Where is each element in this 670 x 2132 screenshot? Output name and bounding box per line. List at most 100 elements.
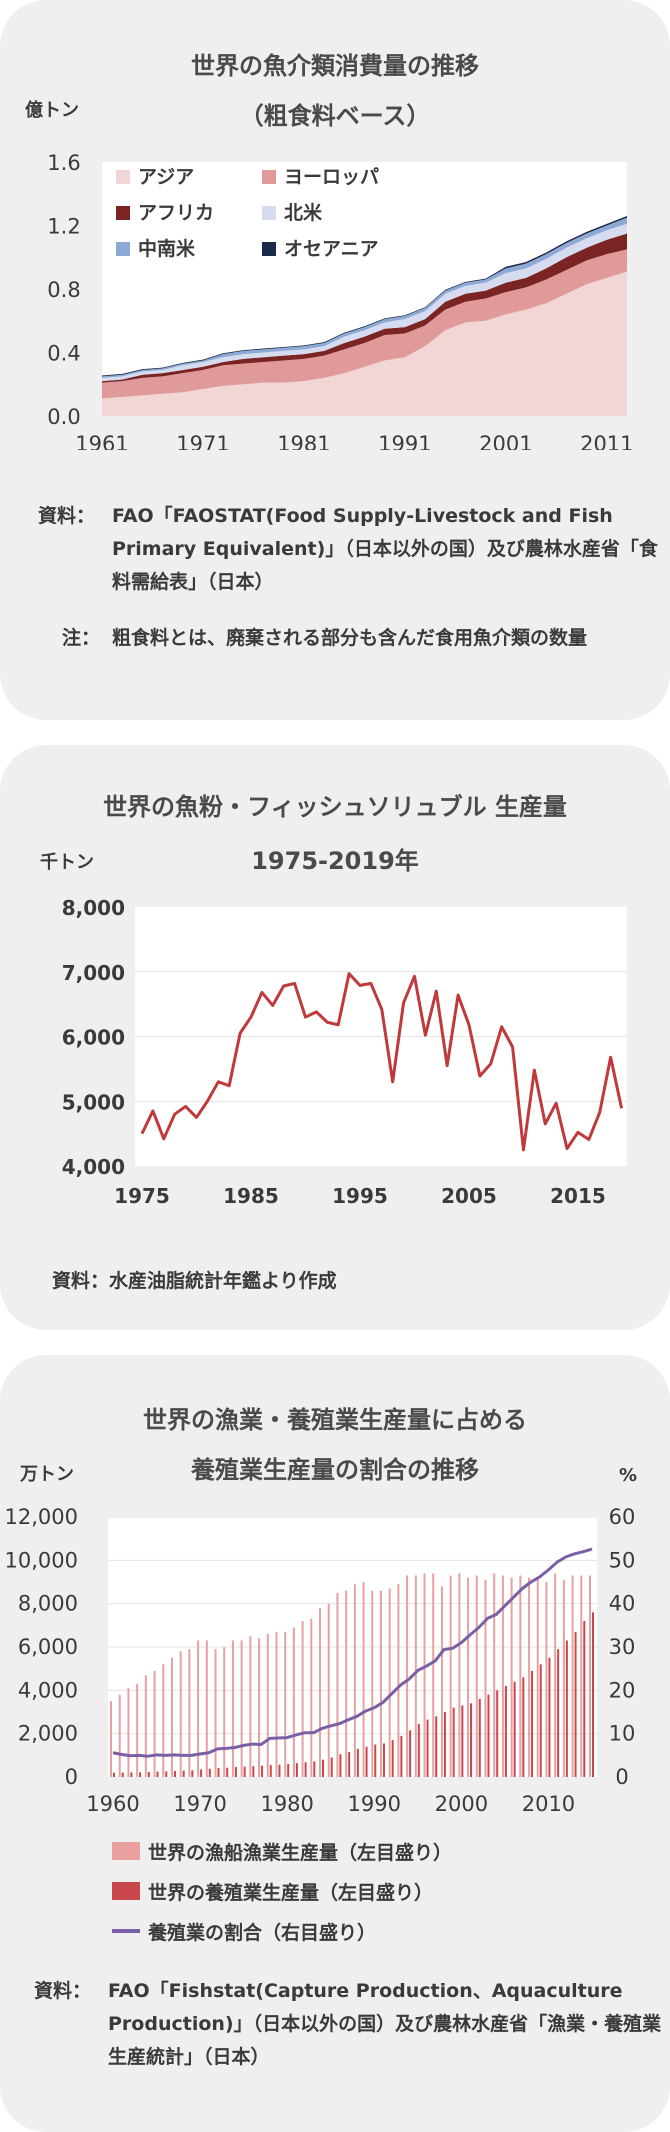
capture-bar — [310, 1618, 313, 1777]
legend-swatch-5 — [262, 242, 276, 256]
capture-bar — [528, 1577, 531, 1777]
chart1-x-tick: 2001 — [479, 432, 532, 450]
chart1-y-tick: 0.4 — [47, 342, 80, 366]
capture-bar — [458, 1573, 461, 1777]
aquaculture-bar — [261, 1765, 264, 1777]
chart3-y-tick-right: 0 — [615, 1765, 628, 1789]
aquaculture-bar — [313, 1761, 316, 1777]
ratio-line — [112, 1547, 593, 1758]
aquaculture-chart-card: 世界の漁業・養殖業生産量に占める 養殖業生産量の割合の推移 万トン % 0 2,0… — [0, 1355, 670, 2132]
chart3-x-tick: 1990 — [348, 1792, 401, 1816]
legend-capture-label: 世界の漁船漁業生産量（左目盛り） — [148, 1841, 453, 1864]
chart1-x-tick: 1991 — [378, 432, 431, 450]
legend-ratio: 養殖業の割合（右目盛り） — [112, 1911, 452, 1951]
aquaculture-bar — [417, 1723, 420, 1777]
capture-bar — [440, 1586, 443, 1777]
chart3-y-tick-left: 4,000 — [18, 1678, 78, 1702]
capture-bar — [449, 1575, 452, 1777]
aquaculture-bar — [322, 1759, 325, 1777]
aquaculture-bar — [409, 1730, 412, 1777]
chart2-y-tick: 7,000 — [62, 961, 125, 985]
aquaculture-bar — [113, 1772, 115, 1777]
aquaculture-bar — [435, 1716, 438, 1777]
aquaculture-bar — [470, 1703, 473, 1777]
chart3-source: 資料： FAO「Fishstat(Capture Production、Aqua… — [34, 1975, 661, 2085]
chart2-subtitle: 1975-2019年 — [251, 847, 419, 875]
area-series-1 — [102, 249, 627, 399]
chart3-x-tick: 2000 — [435, 1792, 488, 1816]
legend-label-2: アフリカ — [138, 202, 214, 224]
chart1-x-tick: 1971 — [176, 432, 229, 450]
legend-swatch-4 — [116, 242, 130, 256]
aquaculture-bar — [139, 1772, 142, 1777]
aquaculture-bar — [252, 1766, 255, 1777]
chart2-x-tick: 1985 — [223, 1184, 279, 1208]
chart3-x-tick: 1970 — [173, 1792, 226, 1816]
chart1-note-text: 粗食料とは、廃棄される部分も含んだ食用魚介類の数量 — [112, 627, 588, 649]
chart3-unit-right: % — [619, 1465, 638, 1486]
chart2-plot: 4,000 5,000 6,000 7,000 8,000 1975 1985 1995 200… — [62, 896, 627, 1208]
legend-label-3: 北米 — [284, 201, 323, 224]
chart3-plot: 0 2,000 4,000 6,000 8,000 10,000 12,000 0 10 20 30… — [5, 1505, 636, 1816]
chart3-y-tick-right: 60 — [609, 1505, 636, 1529]
aquaculture-bar — [391, 1740, 394, 1777]
fishmeal-line — [140, 972, 624, 1152]
chart1-subtitle: （粗食料ベース） — [239, 102, 431, 130]
legend-capture-swatch — [112, 1842, 140, 1860]
aquaculture-bar — [365, 1746, 368, 1777]
aquaculture-bar — [522, 1677, 525, 1777]
legend-aquaculture: 世界の養殖業生産量（左目盛り） — [112, 1871, 452, 1911]
aquaculture-bar — [487, 1694, 490, 1777]
chart2-source: 資料：水産油脂統計年鑑より作成 — [52, 1270, 337, 1292]
legend-swatch-2 — [116, 206, 130, 220]
capture-bar — [432, 1573, 435, 1777]
aquaculture-bar — [443, 1712, 446, 1777]
legend-label-5: オセアニア — [284, 238, 379, 260]
aquaculture-bar — [147, 1772, 150, 1777]
capture-bar — [423, 1573, 426, 1777]
chart3-y-tick-left: 2,000 — [18, 1722, 78, 1746]
chart2-title: 世界の魚粉・フィッシュソリュブル 生産量 — [103, 793, 567, 821]
capture-bar — [536, 1577, 539, 1777]
aquaculture-bar — [130, 1772, 133, 1777]
capture-bar — [197, 1640, 200, 1777]
chart3-x-tick: 1960 — [86, 1792, 139, 1816]
chart1-y-tick: 1.2 — [47, 215, 80, 239]
aquaculture-bar — [182, 1770, 185, 1777]
chart3-x-tick: 2010 — [522, 1792, 575, 1816]
aquaculture-bar — [583, 1621, 586, 1777]
capture-bar — [136, 1683, 139, 1777]
aquaculture-bar — [156, 1771, 159, 1777]
aquaculture-bar — [478, 1699, 481, 1777]
chart2-y-tick: 5,000 — [62, 1090, 125, 1114]
capture-bar — [266, 1634, 269, 1777]
aquaculture-bar — [426, 1719, 429, 1777]
capture-bar — [467, 1577, 470, 1777]
aquaculture-bar — [348, 1752, 351, 1777]
capture-bar — [292, 1627, 295, 1777]
aquaculture-bar — [330, 1757, 333, 1777]
chart2-unit: 千トン — [40, 852, 94, 873]
aquaculture-bar — [269, 1765, 272, 1777]
aquaculture-bar — [400, 1735, 403, 1777]
chart2-y-tick: 6,000 — [62, 1026, 125, 1050]
aquaculture-bar — [173, 1770, 176, 1777]
capture-bar — [301, 1621, 304, 1777]
chart1-source: 資料： FAO「FAOSTAT(Food Supply-Livestock an… — [38, 500, 658, 593]
capture-bar — [319, 1608, 322, 1777]
capture-bar — [110, 1701, 112, 1777]
legend-swatch-3 — [262, 206, 276, 220]
capture-bar — [414, 1575, 417, 1777]
capture-bar — [475, 1575, 478, 1777]
chart3-y-tick-right: 50 — [609, 1548, 636, 1572]
aquaculture-bar — [243, 1766, 246, 1777]
capture-bar — [231, 1640, 234, 1777]
chart2-x-tick: 2005 — [441, 1184, 497, 1208]
capture-bar — [510, 1577, 513, 1777]
legend-swatch-1 — [262, 170, 276, 184]
chart3-y-tick-left: 6,000 — [18, 1635, 78, 1659]
capture-bar — [144, 1675, 147, 1777]
capture-bar — [562, 1579, 565, 1777]
chart3-title: 世界の漁業・養殖業生産量に占める — [143, 1406, 527, 1434]
aquaculture-bar — [356, 1748, 359, 1777]
